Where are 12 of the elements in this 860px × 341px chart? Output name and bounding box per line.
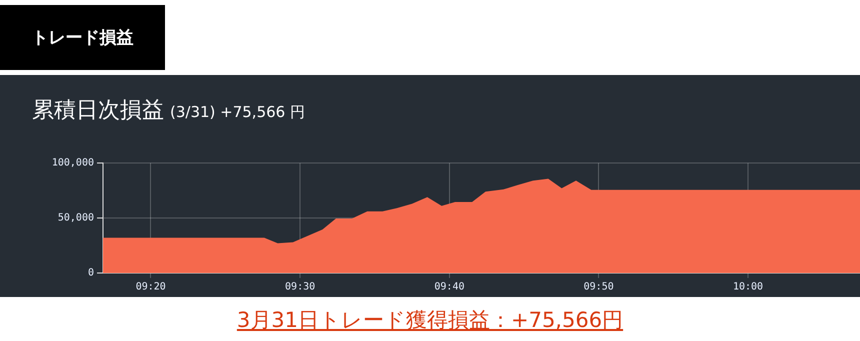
x-tick-label: 09:50 (584, 282, 614, 293)
chart-title: 累積日次損益 (32, 98, 164, 123)
y-tick-label: 100,000 (52, 158, 94, 169)
y-tick-label: 0 (88, 268, 94, 279)
chart-subtitle: (3/31) +75,566 円 (170, 103, 305, 121)
text: 3月31日トレード獲得損益：+75,566円 (236, 307, 624, 334)
y-tick-label: 50,000 (58, 212, 94, 224)
x-tick-label: 10:00 (732, 282, 764, 293)
x-tick-label: 09:20 (136, 282, 166, 293)
x-tick-label: 09:40 (434, 282, 464, 293)
text: トレード損益 (0, 5, 165, 70)
x-tick-label: 09:30 (285, 282, 316, 293)
